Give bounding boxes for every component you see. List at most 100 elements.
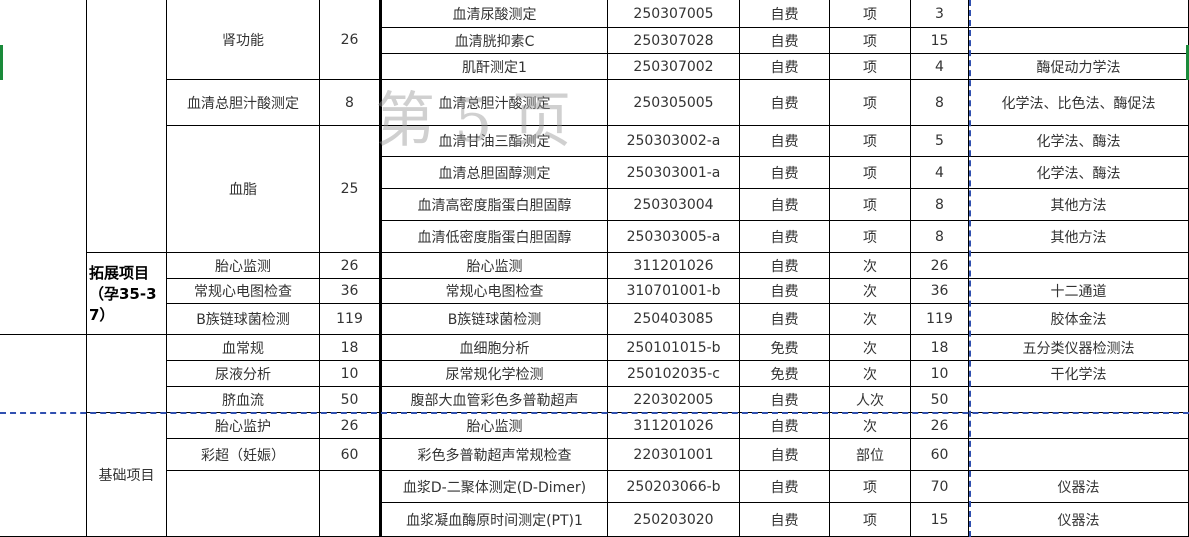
group-price: 26 [320,0,380,80]
cell-fee: 自费 [740,80,830,126]
group-price: 119 [320,304,380,335]
cell-item: B族链球菌检测 [380,304,608,335]
cell-unit: 人次 [830,387,911,413]
cell-code: 250403085 [608,304,740,335]
cell-price: 15 [911,503,969,537]
cell-method: 五分类仪器检测法 [969,335,1189,361]
cell-unit: 次 [830,253,911,279]
cell-item: 血细胞分析 [380,335,608,361]
cell-method [969,413,1189,439]
group-label: 血常规 [167,335,320,361]
cell-code: 250307028 [608,28,740,54]
group-label: 尿液分析 [167,361,320,387]
cell-method: 仪器法 [969,503,1189,537]
cell-item: 胎心监测 [380,253,608,279]
group-price: 25 [320,126,380,253]
cell-code: 250307005 [608,0,740,28]
cell-unit: 次 [830,304,911,335]
group-price: 10 [320,361,380,387]
cell-item: 血清低密度脂蛋白胆固醇 [380,221,608,253]
cell-unit: 项 [830,157,911,189]
cell-fee: 自费 [740,471,830,503]
cell-price: 26 [911,413,969,439]
cell-code: 311201026 [608,413,740,439]
cell-method: 十二通道 [969,279,1189,304]
cell-code: 310701001-b [608,279,740,304]
cell-unit: 项 [830,28,911,54]
group-label: 彩超（妊娠） [167,439,320,471]
cell-price: 26 [911,253,969,279]
cell-fee: 自费 [740,28,830,54]
cell-method [969,253,1189,279]
group-label: 常规心电图检查 [167,279,320,304]
cell-item: 胎心监测 [380,413,608,439]
cell-unit: 次 [830,413,911,439]
cell-price: 60 [911,439,969,471]
group-price: 60 [320,439,380,471]
cell-item: 腹部大血管彩色多普勒超声 [380,387,608,413]
group-price: 26 [320,253,380,279]
cell-fee: 自费 [740,126,830,157]
row-marker [0,45,3,80]
cell-method [969,0,1189,28]
cell-fee: 自费 [740,253,830,279]
cell-price: 4 [911,54,969,80]
group-label [167,471,320,537]
cell-price: 10 [911,361,969,387]
group-price [320,471,380,537]
cell-unit: 项 [830,80,911,126]
cell-fee: 自费 [740,279,830,304]
cell-method: 化学法、比色法、酶促法 [969,80,1189,126]
cell-code: 220301001 [608,439,740,471]
cell-code: 250305005 [608,80,740,126]
cell-unit: 部位 [830,439,911,471]
cell-unit: 项 [830,221,911,253]
cell-unit: 项 [830,471,911,503]
cell-unit: 次 [830,279,911,304]
page-break [969,0,971,537]
cell-price: 15 [911,28,969,54]
cell-price: 36 [911,279,969,304]
cell-fee: 自费 [740,54,830,80]
group-label: 脐血流 [167,387,320,413]
section-label [87,335,167,413]
cell-method [969,439,1189,471]
cell-item: 血浆凝血酶原时间测定(PT)1 [380,503,608,537]
cell-item: 肌酐测定1 [380,54,608,80]
cell-fee: 自费 [740,157,830,189]
group-price: 8 [320,80,380,126]
cell-price: 5 [911,126,969,157]
cell-fee: 自费 [740,413,830,439]
cell-fee: 自费 [740,189,830,221]
cell-fee: 自费 [740,304,830,335]
cell-price: 18 [911,335,969,361]
cell-fee: 自费 [740,221,830,253]
section-label [87,0,167,253]
cell-price: 8 [911,189,969,221]
cell-code: 311201026 [608,253,740,279]
cell-item: 血清总胆汁酸测定 [380,80,608,126]
cell-code: 220302005 [608,387,740,413]
cell-unit: 项 [830,189,911,221]
cell-fee: 自费 [740,503,830,537]
group-label: 肾功能 [167,0,320,80]
cell-fee: 自费 [740,0,830,28]
cell-method [969,387,1189,413]
cell-method: 其他方法 [969,221,1189,253]
group-label: 胎心监护 [167,413,320,439]
group-label: 胎心监测 [167,253,320,279]
category-cell [0,335,87,537]
cell-price: 4 [911,157,969,189]
cell-unit: 次 [830,361,911,387]
group-label: 血清总胆汁酸测定 [167,80,320,126]
group-label: B族链球菌检测 [167,304,320,335]
cell-method: 化学法、酶法 [969,126,1189,157]
cell-item: 血清胱抑素C [380,28,608,54]
cell-item: 彩色多普勒超声常规检查 [380,439,608,471]
section-label: 拓展项目（孕35-37） [87,253,167,335]
cell-method: 胶体金法 [969,304,1189,335]
group-price: 36 [320,279,380,304]
row-marker [1186,45,1189,80]
cell-code: 250102035-c [608,361,740,387]
